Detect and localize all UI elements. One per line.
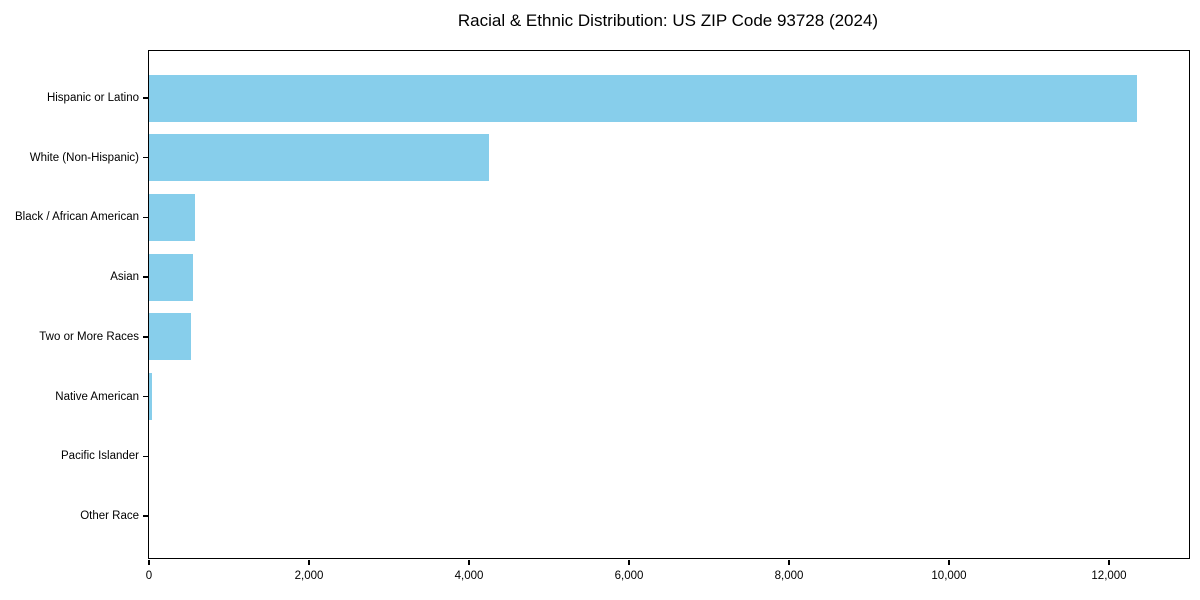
x-tick-label: 2,000 [294,570,324,582]
bar-hispanic-or-latino [149,74,1137,122]
bar-asian [149,253,194,301]
x-tick-mark [948,559,950,565]
y-tick-label-black-african-american: Black / African American [15,211,139,224]
y-tick-label-two-or-more-races: Two or More Races [39,330,139,343]
y-tick-mark [142,395,148,398]
x-tick-label: 12,000 [1091,570,1127,582]
y-tick-label-native-american: Native American [55,390,139,403]
bar-two-or-more-races [149,313,191,361]
bar-black-african-american [149,193,195,241]
bar-white-non-hispanic [149,134,489,182]
y-tick-mark [142,455,148,457]
y-tick-label-pacific-islander: Pacific Islander [61,450,139,463]
y-tick-mark [142,336,148,338]
x-tick-mark [1108,559,1110,565]
x-tick-label: 10,000 [931,570,967,582]
x-tick-label: 6,000 [614,570,644,582]
y-tick-label-other-race: Other Race [80,509,139,522]
y-tick-label-white-non-hispanic: White (Non-Hispanic) [29,151,139,164]
y-tick-mark [142,216,148,219]
x-tick-label: 0 [145,570,153,582]
x-tick-label: 8,000 [774,570,804,582]
x-tick-mark [468,559,470,565]
bar-native-american [149,373,152,421]
x-tick-label: 4,000 [454,570,484,582]
plot-area: Hispanic or Latino White (Non-Hispanic) Bl… [15,50,1190,582]
y-tick-label-asian: Asian [110,271,139,284]
y-tick-mark [142,156,148,159]
x-tick-mark [308,559,310,565]
x-tick-mark [628,559,630,565]
x-tick-mark [148,559,150,565]
y-tick-mark [142,276,148,278]
y-tick-mark [142,515,148,517]
chart-title: Racial & Ethnic Distribution: US ZIP Cod… [457,11,879,30]
x-tick-mark [788,559,790,565]
y-tick-mark [142,97,148,99]
y-tick-label-hispanic-or-latino: Hispanic or Latino [46,92,139,104]
